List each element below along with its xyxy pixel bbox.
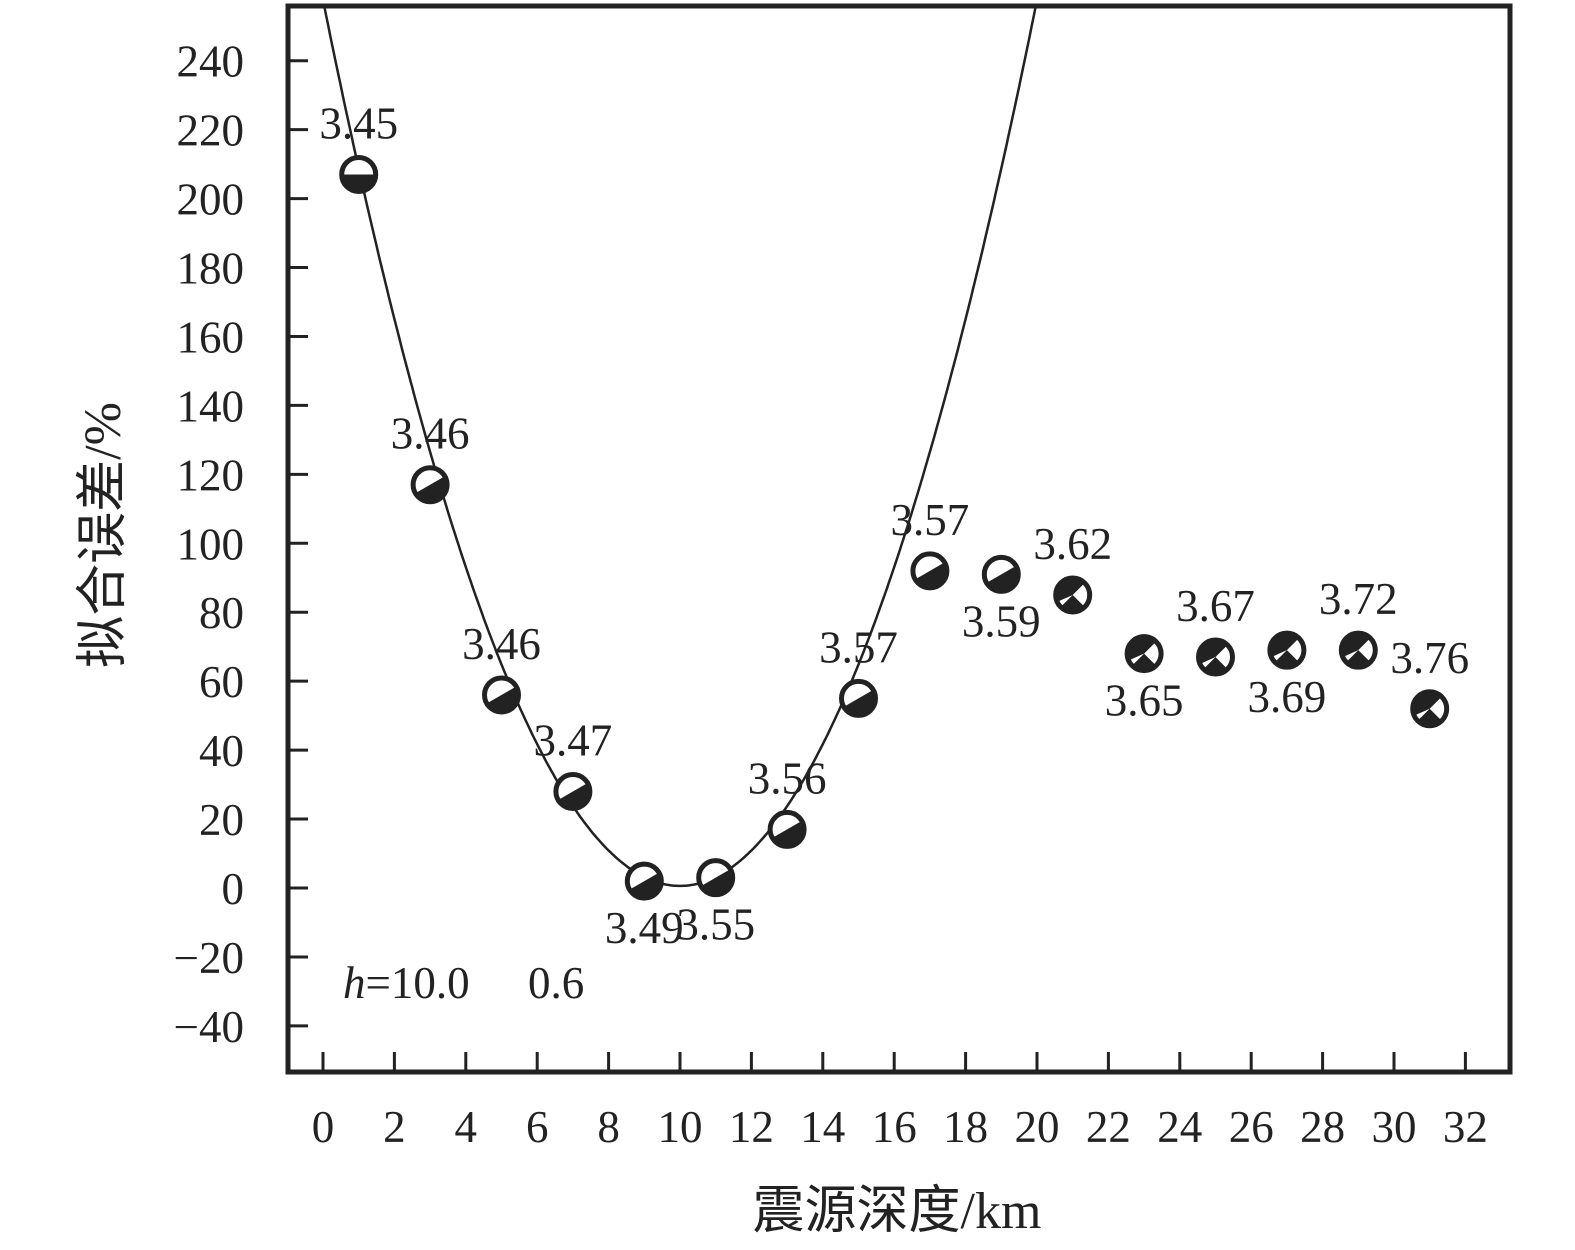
y-tick-label: 120 (177, 450, 245, 500)
y-tick-label: 220 (177, 106, 245, 156)
y-axis: −40 −20 0 20 40 60 80 100 120 140 160 180 200 220 240 (174, 37, 308, 1052)
h-annotation: h=10.0 (343, 958, 470, 1008)
point-label: 3.67 (1176, 581, 1255, 631)
data-point (1196, 637, 1235, 677)
beachball-fill (915, 562, 947, 588)
point-label: 3.49 (605, 903, 684, 953)
data-point (553, 771, 593, 811)
beachball-fill (486, 686, 519, 712)
beachball-fill (1270, 633, 1299, 667)
data-point (1267, 630, 1307, 670)
point-label: 3.56 (748, 753, 827, 803)
beachball-fill (1127, 636, 1156, 671)
x-tick-label: 22 (1086, 1102, 1131, 1152)
y-tick-label: 160 (177, 312, 245, 362)
y-tick-label: 180 (177, 244, 245, 294)
y-tick-label: 0 (222, 864, 245, 914)
x-axis-label: 震源深度/km (753, 1183, 1042, 1240)
x-tick-label: 2 (383, 1102, 406, 1152)
beachball-fill (700, 869, 733, 895)
beachball-fill (986, 565, 1019, 592)
data-point (624, 861, 664, 901)
data-point (1053, 575, 1093, 615)
point-label: 3.46 (462, 619, 541, 669)
point-label: 3.62 (1033, 519, 1112, 569)
data-point (981, 554, 1021, 594)
h-symbol: h (343, 958, 366, 1008)
x-tick-label: 18 (943, 1102, 988, 1152)
data-point (339, 154, 379, 194)
data-point (1338, 630, 1378, 670)
x-tick-label: 24 (1157, 1102, 1202, 1152)
beachball-fill (1341, 633, 1371, 667)
data-point (767, 809, 807, 849)
min-value-annotation: 0.6 (528, 958, 584, 1008)
data-point (696, 858, 736, 898)
x-tick-label: 16 (872, 1102, 917, 1152)
x-tick-label: 0 (312, 1102, 335, 1152)
y-tick-label: −20 (174, 933, 244, 983)
y-tick-label: 200 (177, 175, 245, 225)
point-label: 3.59 (962, 596, 1041, 646)
point-label: 3.76 (1390, 633, 1469, 683)
point-label: 3.69 (1248, 672, 1327, 722)
fit-curve (322, 6, 1038, 888)
beachball-fill (843, 689, 876, 716)
x-tick-label: 20 (1015, 1102, 1060, 1152)
x-axis: 0 2 4 6 8 10 12 14 16 18 20 22 24 26 28 30 32 (312, 1052, 1488, 1152)
x-tick-label: 6 (526, 1102, 549, 1152)
point-label: 3.57 (819, 622, 898, 672)
x-tick-label: 26 (1229, 1102, 1274, 1152)
x-tick-label: 32 (1443, 1102, 1488, 1152)
y-tick-label: 80 (199, 588, 244, 638)
x-tick-label: 10 (658, 1102, 703, 1152)
point-label: 3.65 (1105, 676, 1184, 726)
y-tick-label: 60 (199, 657, 244, 707)
beachball-fill (772, 820, 805, 847)
x-tick-label: 8 (597, 1102, 620, 1152)
beachball-fill (341, 174, 376, 192)
data-point (1124, 634, 1164, 674)
beachball-fill (1198, 640, 1228, 674)
point-label: 3.47 (534, 715, 613, 765)
point-labels: 3.45 3.46 3.46 3.47 3.493.55 3.56 3.57 3.57 3.59… (319, 98, 1469, 953)
data-points (339, 154, 1450, 901)
y-tick-label: 20 (199, 795, 244, 845)
point-label: 3.57 (891, 495, 970, 545)
x-tick-label: 28 (1300, 1102, 1345, 1152)
plot-frame (285, 3, 1513, 1075)
beachball-fill (629, 872, 662, 899)
y-tick-label: 100 (177, 519, 245, 569)
beachball-fill (1412, 691, 1442, 726)
x-tick-label: 12 (729, 1102, 774, 1152)
y-tick-label: 40 (199, 726, 244, 776)
h-value: =10.0 (366, 958, 470, 1008)
y-tick-label: 240 (177, 37, 245, 87)
beachball-fill (1055, 578, 1085, 612)
point-label: 3.55 (676, 900, 755, 950)
fit-curve-line (322, 6, 1038, 888)
y-tick-label: 140 (177, 381, 245, 431)
x-tick-label: 14 (800, 1102, 845, 1152)
data-point (410, 465, 450, 505)
point-label: 3.46 (391, 409, 470, 459)
data-point (839, 678, 878, 718)
beachball-fill (558, 782, 590, 809)
y-tick-label: −40 (174, 1002, 244, 1052)
data-point (910, 551, 950, 591)
point-label: 3.72 (1319, 574, 1398, 624)
point-label: 3.45 (319, 98, 398, 148)
data-point (1410, 689, 1450, 729)
y-axis-label: 拟合误差/% (75, 402, 132, 668)
x-tick-label: 4 (455, 1102, 478, 1152)
data-point (482, 675, 521, 715)
beachball-fill (415, 476, 448, 502)
x-tick-label: 30 (1372, 1102, 1417, 1152)
